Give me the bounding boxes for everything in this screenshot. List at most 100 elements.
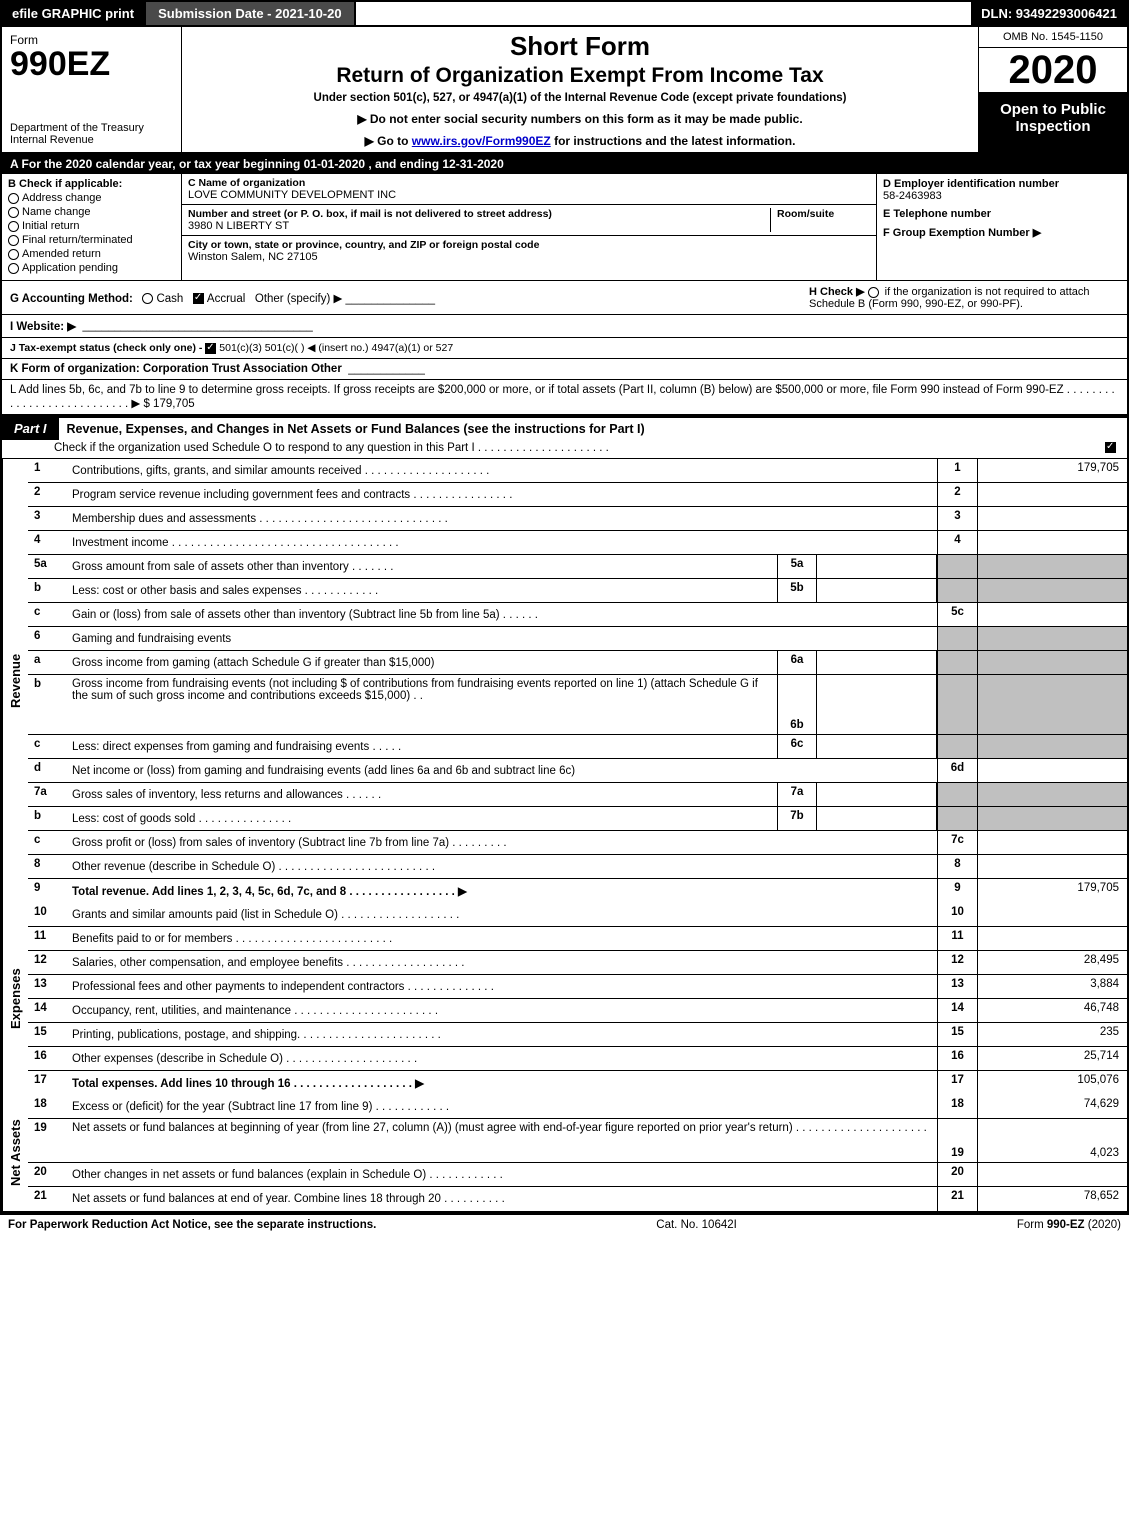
org-name: LOVE COMMUNITY DEVELOPMENT INC <box>188 189 870 201</box>
part-1-title: Revenue, Expenses, and Changes in Net As… <box>59 416 1127 440</box>
box-b-title: B Check if applicable: <box>8 178 175 190</box>
line-desc: Net income or (loss) from gaming and fun… <box>68 759 937 782</box>
line-7a: 7a Gross sales of inventory, less return… <box>28 783 1127 807</box>
line-box: 13 <box>937 975 977 998</box>
line-2: 2 Program service revenue including gove… <box>28 483 1127 507</box>
checkbox-checked-icon[interactable] <box>205 343 216 354</box>
dln-label: DLN: 93492293006421 <box>971 2 1127 25</box>
line-desc: Excess or (deficit) for the year (Subtra… <box>68 1095 937 1118</box>
line-box: 11 <box>937 927 977 950</box>
footer-right-bold: 990-EZ <box>1047 1219 1085 1231</box>
opt-name-change: Name change <box>22 206 91 218</box>
net-assets-table: 18 Excess or (deficit) for the year (Sub… <box>28 1095 1127 1211</box>
line-13: 13 Professional fees and other payments … <box>28 975 1127 999</box>
org-name-label: C Name of organization <box>188 177 870 189</box>
check-name-change[interactable]: Name change <box>8 206 175 218</box>
short-form-title: Short Form <box>190 31 970 62</box>
header-mid: Short Form Return of Organization Exempt… <box>182 27 979 152</box>
line-6b: b Gross income from fundraising events (… <box>28 675 1127 735</box>
line-h: H Check ▶ if the organization is not req… <box>809 285 1119 310</box>
dept-treasury: Department of the Treasury Internal Reve… <box>10 122 173 146</box>
line-box: 2 <box>937 483 977 506</box>
tax-year: 2020 <box>979 48 1127 93</box>
line-num: 16 <box>28 1047 68 1070</box>
line-desc: Less: cost or other basis and sales expe… <box>68 579 777 602</box>
sub-box: 6b <box>777 675 817 734</box>
line-desc: Other expenses (describe in Schedule O) … <box>68 1047 937 1070</box>
sub-box: 5b <box>777 579 817 602</box>
sub-box: 7b <box>777 807 817 830</box>
efile-print-label[interactable]: efile GRAPHIC print <box>2 2 144 25</box>
street-label: Number and street (or P. O. box, if mail… <box>188 208 770 220</box>
sub-value <box>817 651 937 674</box>
checkbox-checked-icon[interactable] <box>1105 442 1116 453</box>
line-21: 21 Net assets or fund balances at end of… <box>28 1187 1127 1211</box>
line-desc: Gain or (loss) from sale of assets other… <box>68 603 937 626</box>
header-left: Form 990EZ Department of the Treasury In… <box>2 27 182 152</box>
line-value <box>977 831 1127 854</box>
opt-initial-return: Initial return <box>22 220 79 232</box>
line-g-h: G Accounting Method: Cash Accrual Other … <box>0 281 1129 315</box>
line-desc: Gross income from gaming (attach Schedul… <box>68 651 777 674</box>
line-desc: Other changes in net assets or fund bala… <box>68 1163 937 1186</box>
line-num: 11 <box>28 927 68 950</box>
line-num: 13 <box>28 975 68 998</box>
checkbox-icon[interactable] <box>868 287 879 298</box>
expenses-side-label: Expenses <box>2 903 28 1095</box>
check-initial-return[interactable]: Initial return <box>8 220 175 232</box>
net-assets-side-label: Net Assets <box>2 1095 28 1211</box>
line-14: 14 Occupancy, rent, utilities, and maint… <box>28 999 1127 1023</box>
check-application-pending[interactable]: Application pending <box>8 262 175 274</box>
line-j-label: J Tax-exempt status (check only one) - <box>10 342 202 354</box>
line-i-label: I Website: ▶ <box>10 319 76 333</box>
line-box: 3 <box>937 507 977 530</box>
part-1-tab: Part I <box>2 417 59 440</box>
box-c: C Name of organization LOVE COMMUNITY DE… <box>182 174 877 280</box>
expenses-table: 10 Grants and similar amounts paid (list… <box>28 903 1127 1095</box>
line-desc: Gross amount from sale of assets other t… <box>68 555 777 578</box>
check-final-return[interactable]: Final return/terminated <box>8 234 175 246</box>
line-value: 28,495 <box>977 951 1127 974</box>
line-box: 19 <box>937 1119 977 1162</box>
checkbox-checked-icon[interactable] <box>193 293 204 304</box>
line-box: 18 <box>937 1095 977 1118</box>
line-value: 4,023 <box>977 1119 1127 1162</box>
line-box: 8 <box>937 855 977 878</box>
line-num: 6 <box>28 627 68 650</box>
omb-number: OMB No. 1545-1150 <box>979 27 1127 48</box>
dept-line-1: Department of the Treasury <box>10 122 144 134</box>
sub-value <box>817 555 937 578</box>
line-box-shaded <box>937 627 977 650</box>
line-value <box>977 603 1127 626</box>
open-to-public: Open to Public Inspection <box>979 93 1127 152</box>
city-value: Winston Salem, NC 27105 <box>188 251 870 263</box>
line-num: 3 <box>28 507 68 530</box>
dept-line-2: Internal Revenue <box>10 134 94 146</box>
line-num: 5a <box>28 555 68 578</box>
info-grid: B Check if applicable: Address change Na… <box>0 174 1129 281</box>
check-amended-return[interactable]: Amended return <box>8 248 175 260</box>
check-address-change[interactable]: Address change <box>8 192 175 204</box>
line-desc: Gross income from fundraising events (no… <box>68 675 777 734</box>
checkbox-icon[interactable] <box>142 293 153 304</box>
checkbox-icon <box>8 263 19 274</box>
top-bar: efile GRAPHIC print Submission Date - 20… <box>0 0 1129 27</box>
line-15: 15 Printing, publications, postage, and … <box>28 1023 1127 1047</box>
line-value-shaded <box>977 735 1127 758</box>
room-label: Room/suite <box>777 208 870 220</box>
line-l: L Add lines 5b, 6c, and 7b to line 9 to … <box>0 380 1129 416</box>
line-value <box>977 903 1127 926</box>
sub-value <box>817 783 937 806</box>
line-value <box>977 759 1127 782</box>
opt-address-change: Address change <box>22 192 102 204</box>
line-num: b <box>28 807 68 830</box>
irs-link[interactable]: www.irs.gov/Form990EZ <box>412 134 551 148</box>
line-17: 17 Total expenses. Add lines 10 through … <box>28 1071 1127 1095</box>
revenue-side-label: Revenue <box>2 459 28 903</box>
line-4: 4 Investment income . . . . . . . . . . … <box>28 531 1127 555</box>
page-footer: For Paperwork Reduction Act Notice, see … <box>0 1213 1129 1235</box>
checkbox-icon <box>8 221 19 232</box>
submission-date: Submission Date - 2021-10-20 <box>144 2 356 25</box>
revenue-section: Revenue 1 Contributions, gifts, grants, … <box>0 459 1129 903</box>
line-box-shaded <box>937 807 977 830</box>
